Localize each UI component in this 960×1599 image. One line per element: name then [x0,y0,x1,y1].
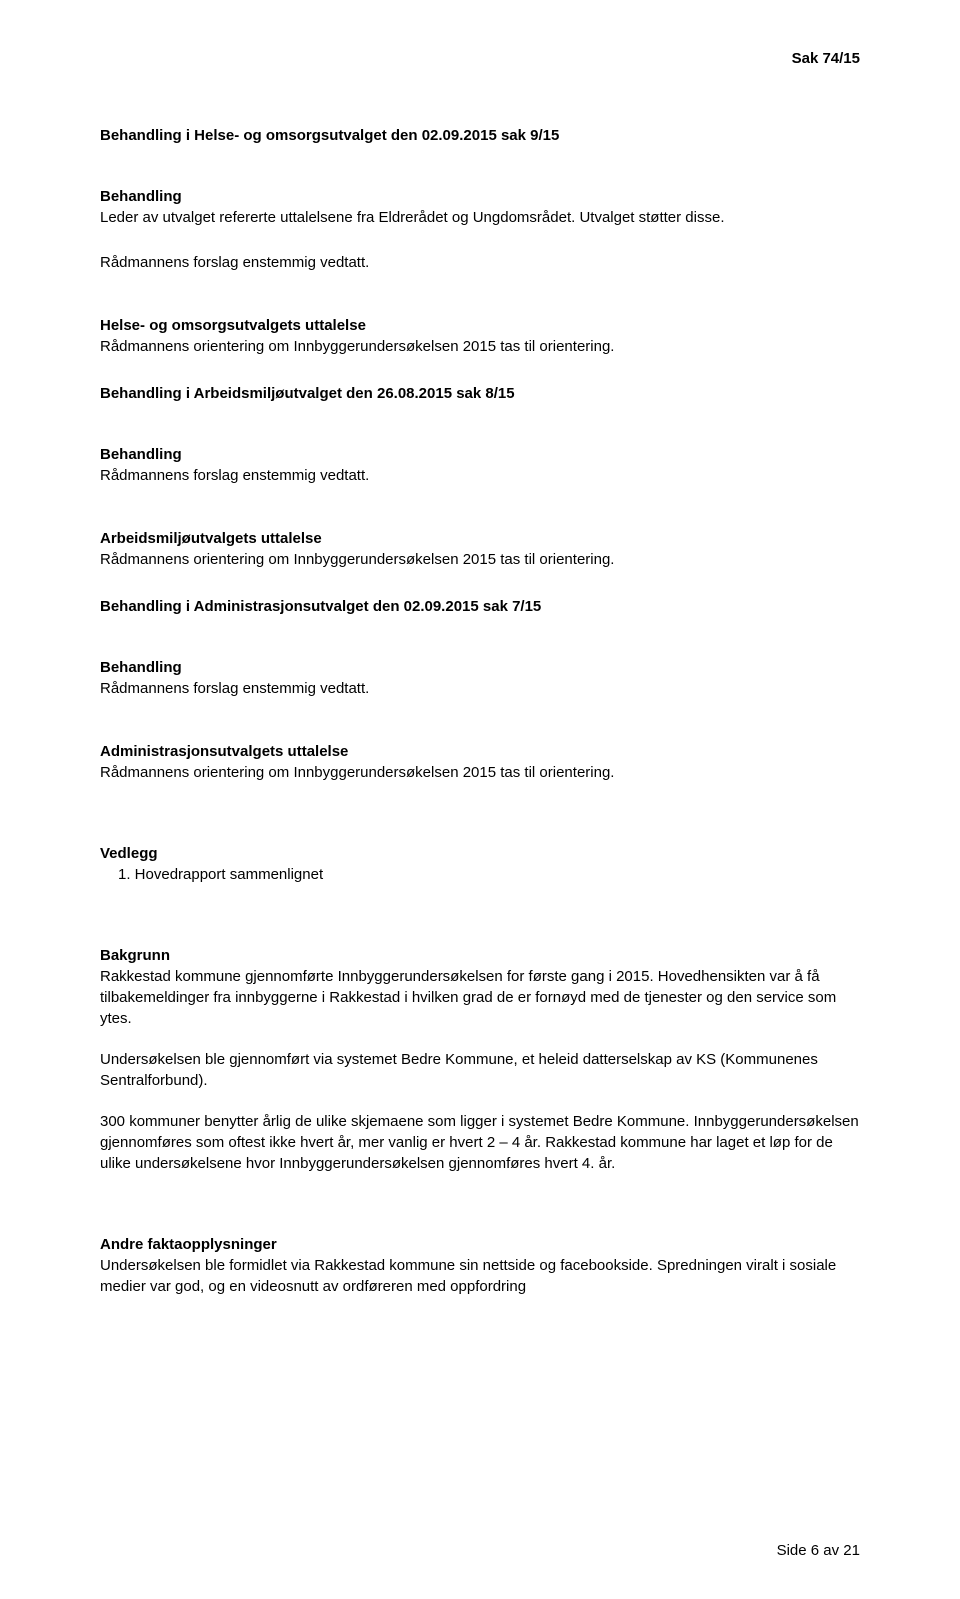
sub-heading: Arbeidsmiljøutvalgets uttalelse [100,530,860,547]
vedlegg-item: 1. Hovedrapport sammenlignet [100,864,860,885]
section-title: Behandling i Arbeidsmiljøutvalget den 26… [100,385,860,402]
sub-heading: Behandling [100,446,860,463]
body-text: Rådmannens forslag enstemmig vedtatt. [100,465,860,486]
case-number: Sak 74/15 [100,50,860,67]
bakgrunn-heading: Bakgrunn [100,947,860,964]
andre-heading: Andre faktaopplysninger [100,1236,860,1253]
body-text: Rådmannens forslag enstemmig vedtatt. [100,678,860,699]
document-page: Sak 74/15 Behandling i Helse- og omsorgs… [0,0,960,1599]
body-text: Rådmannens orientering om Innbyggerunder… [100,549,860,570]
sub-heading: Behandling [100,659,860,676]
body-text: Undersøkelsen ble gjennomført via system… [100,1049,860,1091]
page-footer: Side 6 av 21 [777,1542,860,1559]
sub-heading: Administrasjonsutvalgets uttalelse [100,743,860,760]
section-title: Behandling i Helse- og omsorgsutvalget d… [100,127,860,144]
sub-heading: Helse- og omsorgsutvalgets uttalelse [100,317,860,334]
body-text: Rådmannens orientering om Innbyggerunder… [100,762,860,783]
sub-heading: Behandling [100,188,860,205]
vedlegg-heading: Vedlegg [100,845,860,862]
body-text: Rådmannens orientering om Innbyggerunder… [100,336,860,357]
body-text: Undersøkelsen ble formidlet via Rakkesta… [100,1255,860,1297]
body-text: Rakkestad kommune gjennomførte Innbygger… [100,966,860,1029]
body-text: Rådmannens forslag enstemmig vedtatt. [100,252,860,273]
body-text: Leder av utvalget refererte uttalelsene … [100,207,860,228]
section-title: Behandling i Administrasjonsutvalget den… [100,598,860,615]
body-text: 300 kommuner benytter årlig de ulike skj… [100,1111,860,1174]
